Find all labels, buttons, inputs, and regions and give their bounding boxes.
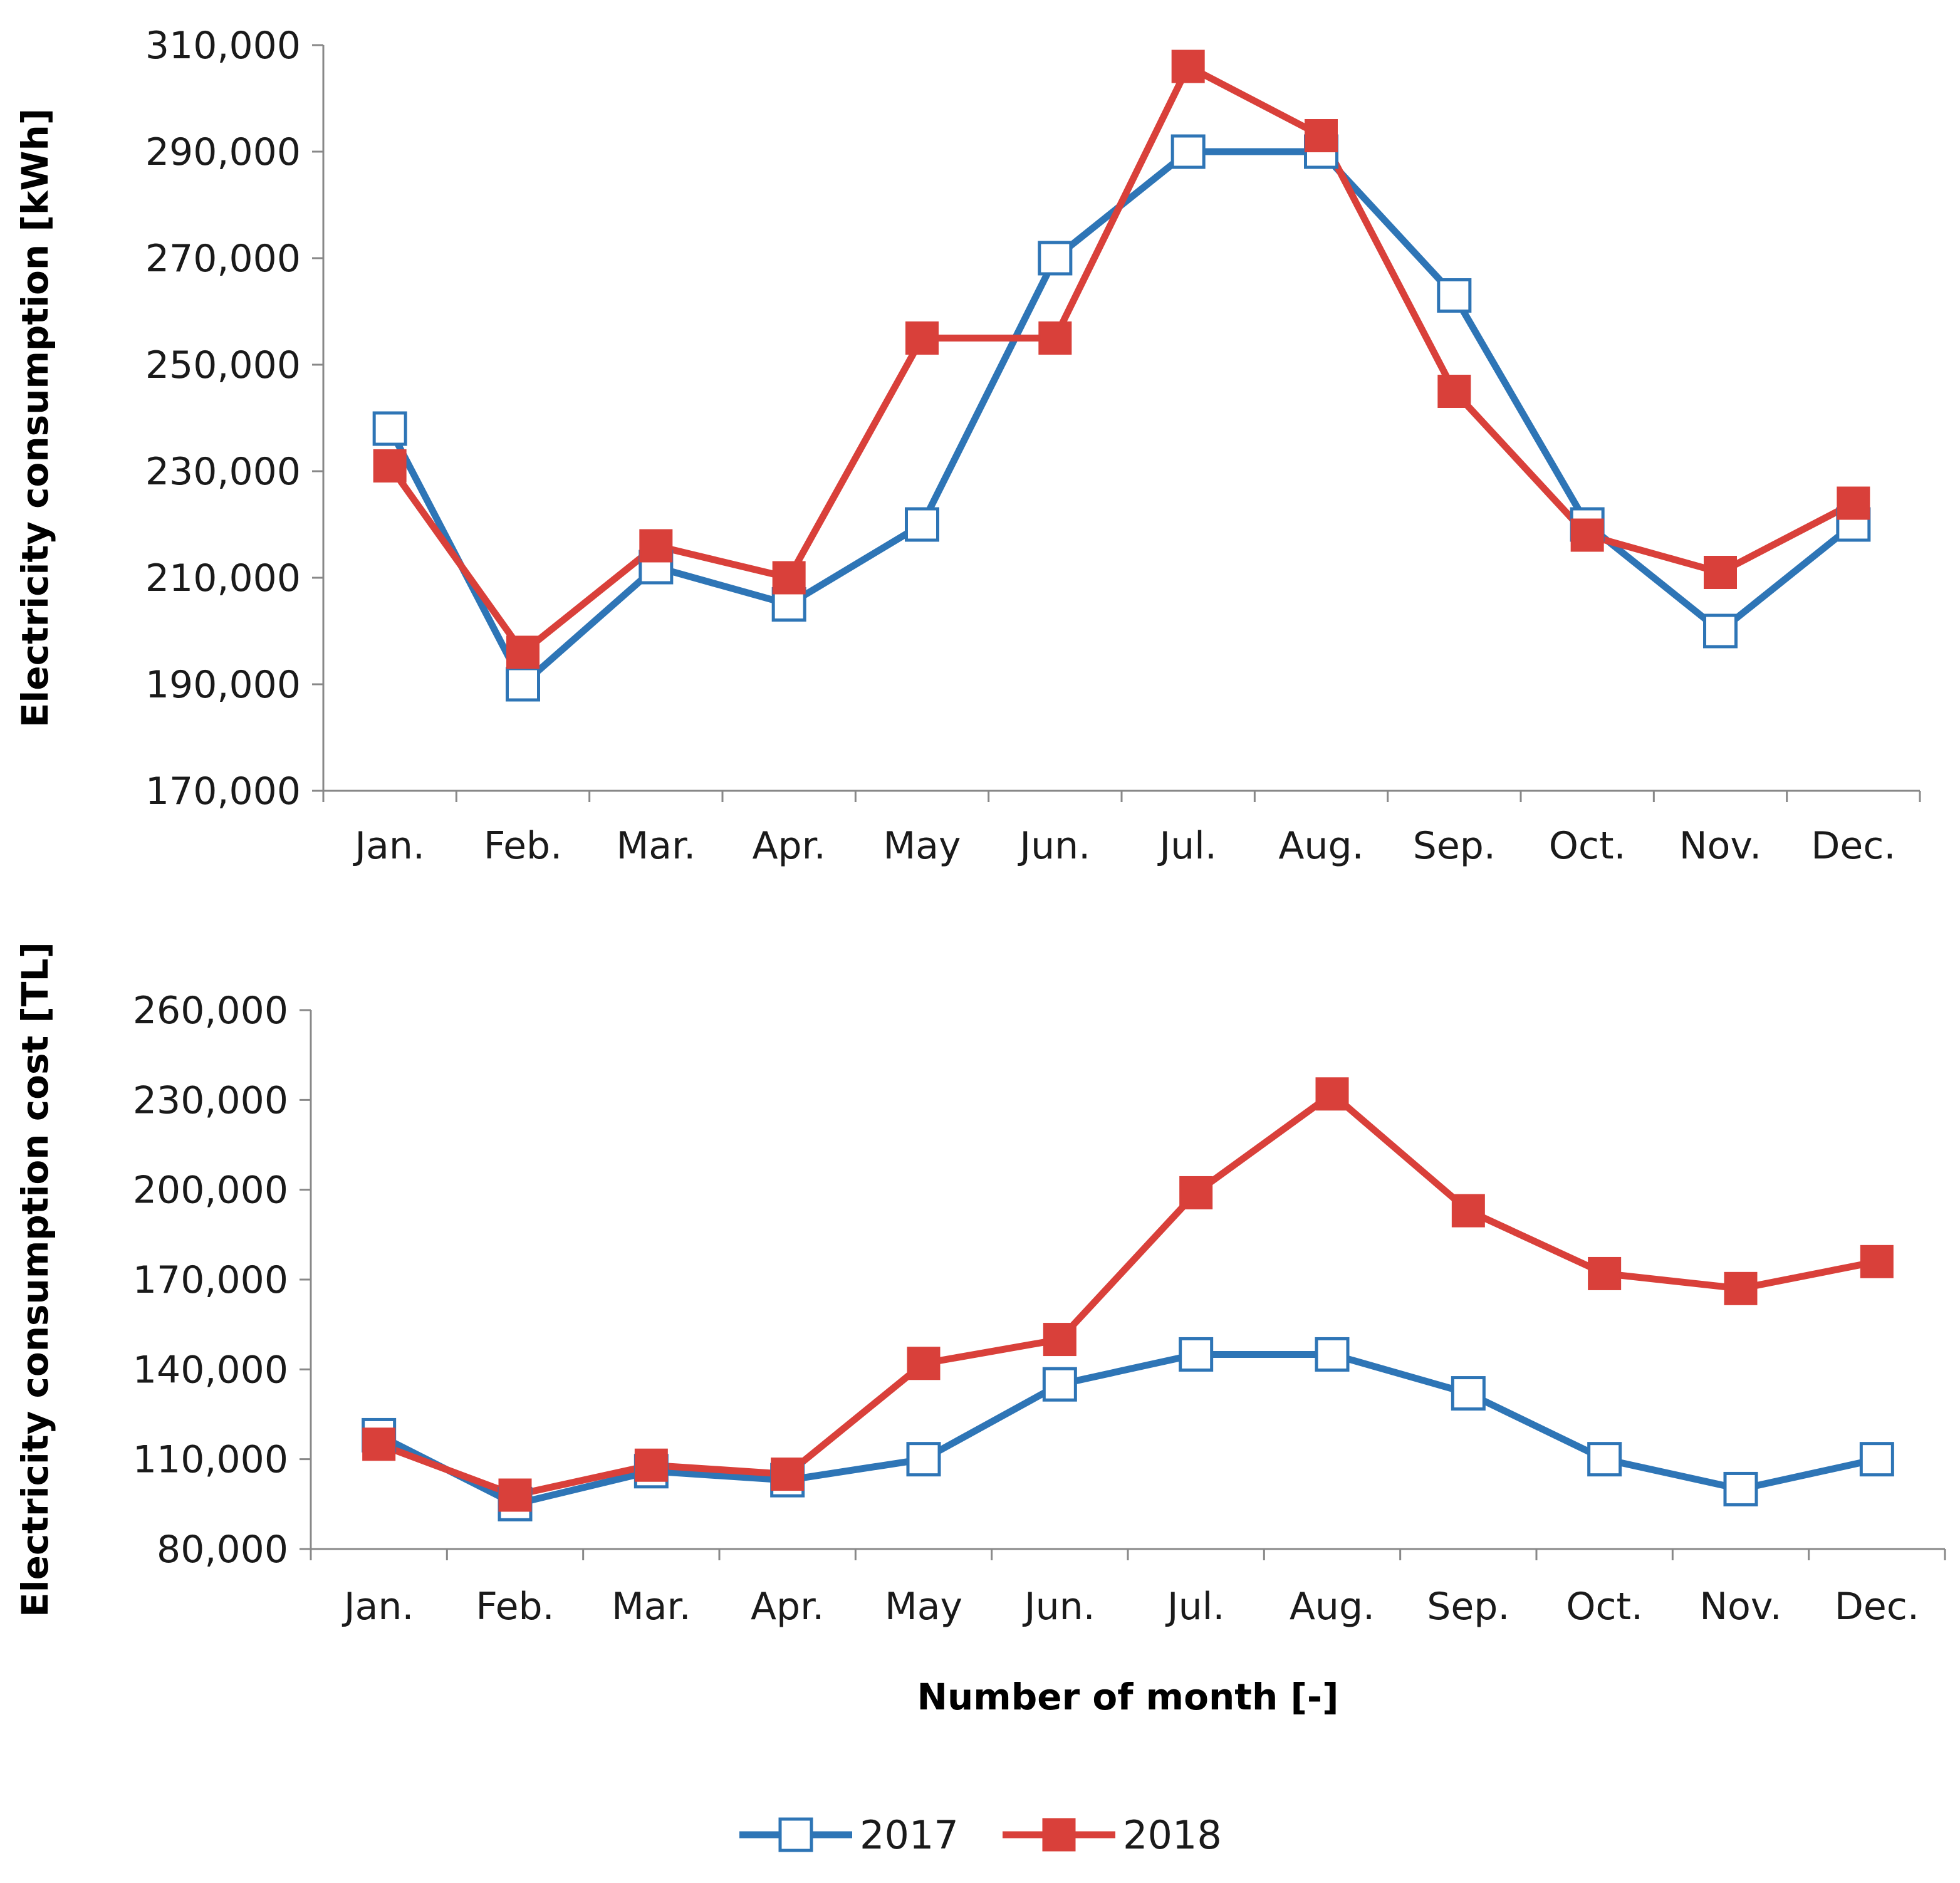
data-point-2017-oct [1587, 1442, 1622, 1477]
y-tick-label: 230,000 [133, 1078, 288, 1122]
data-point-2018-jul [1179, 1176, 1213, 1209]
data-point-2018-aug [1305, 119, 1338, 152]
x-tick-label: Sep. [1427, 1585, 1509, 1629]
data-point-2018-feb [498, 1478, 532, 1512]
data-point-2018-oct [1570, 518, 1604, 552]
data-point-2018-apr [771, 1458, 805, 1491]
data-point-2018-jul [1171, 50, 1205, 83]
series-line-2018 [377, 1090, 1878, 1499]
data-point-2017-jun [1042, 1367, 1077, 1402]
data-point-2017-jul [1179, 1337, 1214, 1372]
x-tick-label: Oct. [1549, 824, 1626, 868]
data-point-2018-jun [1038, 321, 1072, 355]
x-tick-label: Sep. [1413, 824, 1496, 868]
x-tick-label: May [883, 824, 961, 868]
x-tick-label: Jan. [352, 824, 425, 868]
x-tick-label: Jul. [1157, 824, 1216, 868]
legend-marker-2018 [1042, 1818, 1076, 1852]
data-point-2018-nov [1704, 556, 1737, 589]
y-tick-label: 190,000 [145, 663, 301, 707]
data-point-2017-jan [372, 411, 407, 446]
x-tick-label: Jan. [341, 1585, 414, 1629]
data-point-2018-jan [373, 449, 407, 482]
data-point-2018-sep [1451, 1194, 1485, 1228]
y-tick-label: 290,000 [145, 130, 301, 174]
y-tick-label: 210,000 [145, 556, 301, 600]
series-line-2017 [377, 1350, 1878, 1508]
data-point-2018-dec [1860, 1244, 1894, 1278]
data-point-2017-may [906, 1442, 941, 1477]
data-point-2017-feb [506, 667, 540, 702]
data-point-2017-may [905, 507, 939, 542]
legend-label-2017: 2017 [860, 1812, 959, 1858]
legend-marker-2017 [778, 1817, 813, 1852]
x-axis-title: Number of month [-] [917, 1676, 1338, 1718]
consumption-chart-panel: 170,000 190,000 210,000 230,000 250,000 270,0… [14, 24, 1921, 868]
x-tick-label: Mar. [616, 824, 696, 868]
x-tick-label: Feb. [476, 1585, 554, 1629]
x-tick-label: Jun. [1022, 1585, 1095, 1629]
x-tick-label: Nov. [1679, 824, 1762, 868]
y-tick-label: 140,000 [133, 1348, 288, 1392]
data-point-2017-sep [1451, 1376, 1486, 1411]
data-point-2018-oct [1588, 1256, 1622, 1290]
data-point-2018-apr [772, 561, 806, 595]
x-tick-label: Jun. [1017, 824, 1090, 868]
y-tick-label: 310,000 [145, 24, 301, 68]
data-point-2017-dec [1859, 1442, 1894, 1477]
x-tick-label: Dec. [1835, 1585, 1919, 1629]
y-tick-label: 260,000 [133, 989, 288, 1033]
x-tick-label: Apr. [751, 1585, 824, 1629]
data-point-2018-jun [1043, 1323, 1076, 1357]
cost-chart-panel: 80,000 110,000 140,000 170,000 200,000 230,00… [14, 942, 1946, 1718]
y-tick-label: 80,000 [157, 1528, 288, 1572]
data-point-2018-sep [1437, 375, 1471, 408]
y-axis-title: Electricity consumption [kWh] [14, 108, 56, 728]
data-point-2017-nov [1703, 613, 1738, 649]
y-axis-title: Electricity consumption cost [TL] [14, 942, 56, 1617]
data-point-2018-nov [1724, 1271, 1758, 1305]
x-tick-label: Aug. [1290, 1585, 1375, 1629]
chart-legend: 2017 2018 [739, 1812, 1222, 1858]
data-point-2017-jun [1038, 241, 1073, 276]
data-point-2018-mar [634, 1448, 668, 1482]
data-point-2017-jul [1170, 134, 1206, 169]
data-point-2018-may [907, 1347, 941, 1380]
data-point-2018-dec [1837, 486, 1870, 520]
data-point-2018-feb [506, 635, 540, 669]
x-tick-label: Apr. [752, 824, 825, 868]
series-line-2017 [387, 148, 1856, 688]
data-point-2018-may [905, 321, 939, 355]
data-point-2017-aug [1315, 1337, 1350, 1372]
data-point-2018-aug [1315, 1077, 1349, 1111]
x-tick-label: Nov. [1699, 1585, 1782, 1629]
x-tick-label: Feb. [484, 824, 562, 868]
series-line-2018 [387, 63, 1855, 656]
y-tick-label: 110,000 [133, 1438, 288, 1482]
x-tick-label: Mar. [612, 1585, 691, 1629]
x-tick-label: Oct. [1566, 1585, 1643, 1629]
x-tick-label: Dec. [1811, 824, 1895, 868]
data-point-2018-mar [639, 529, 673, 563]
x-tick-label: Aug. [1278, 824, 1363, 868]
y-tick-label: 230,000 [145, 450, 301, 494]
y-tick-label: 170,000 [133, 1258, 288, 1302]
y-tick-label: 250,000 [145, 343, 301, 387]
y-tick-label: 270,000 [145, 237, 301, 281]
x-tick-label: May [885, 1585, 962, 1629]
legend-label-2018: 2018 [1123, 1812, 1222, 1858]
y-tick-label: 170,000 [145, 769, 301, 813]
data-point-2017-sep [1437, 278, 1472, 313]
data-point-2018-jan [362, 1427, 396, 1461]
y-tick-label: 200,000 [133, 1169, 288, 1213]
x-tick-label: Jul. [1165, 1585, 1224, 1629]
data-point-2017-nov [1723, 1471, 1758, 1506]
